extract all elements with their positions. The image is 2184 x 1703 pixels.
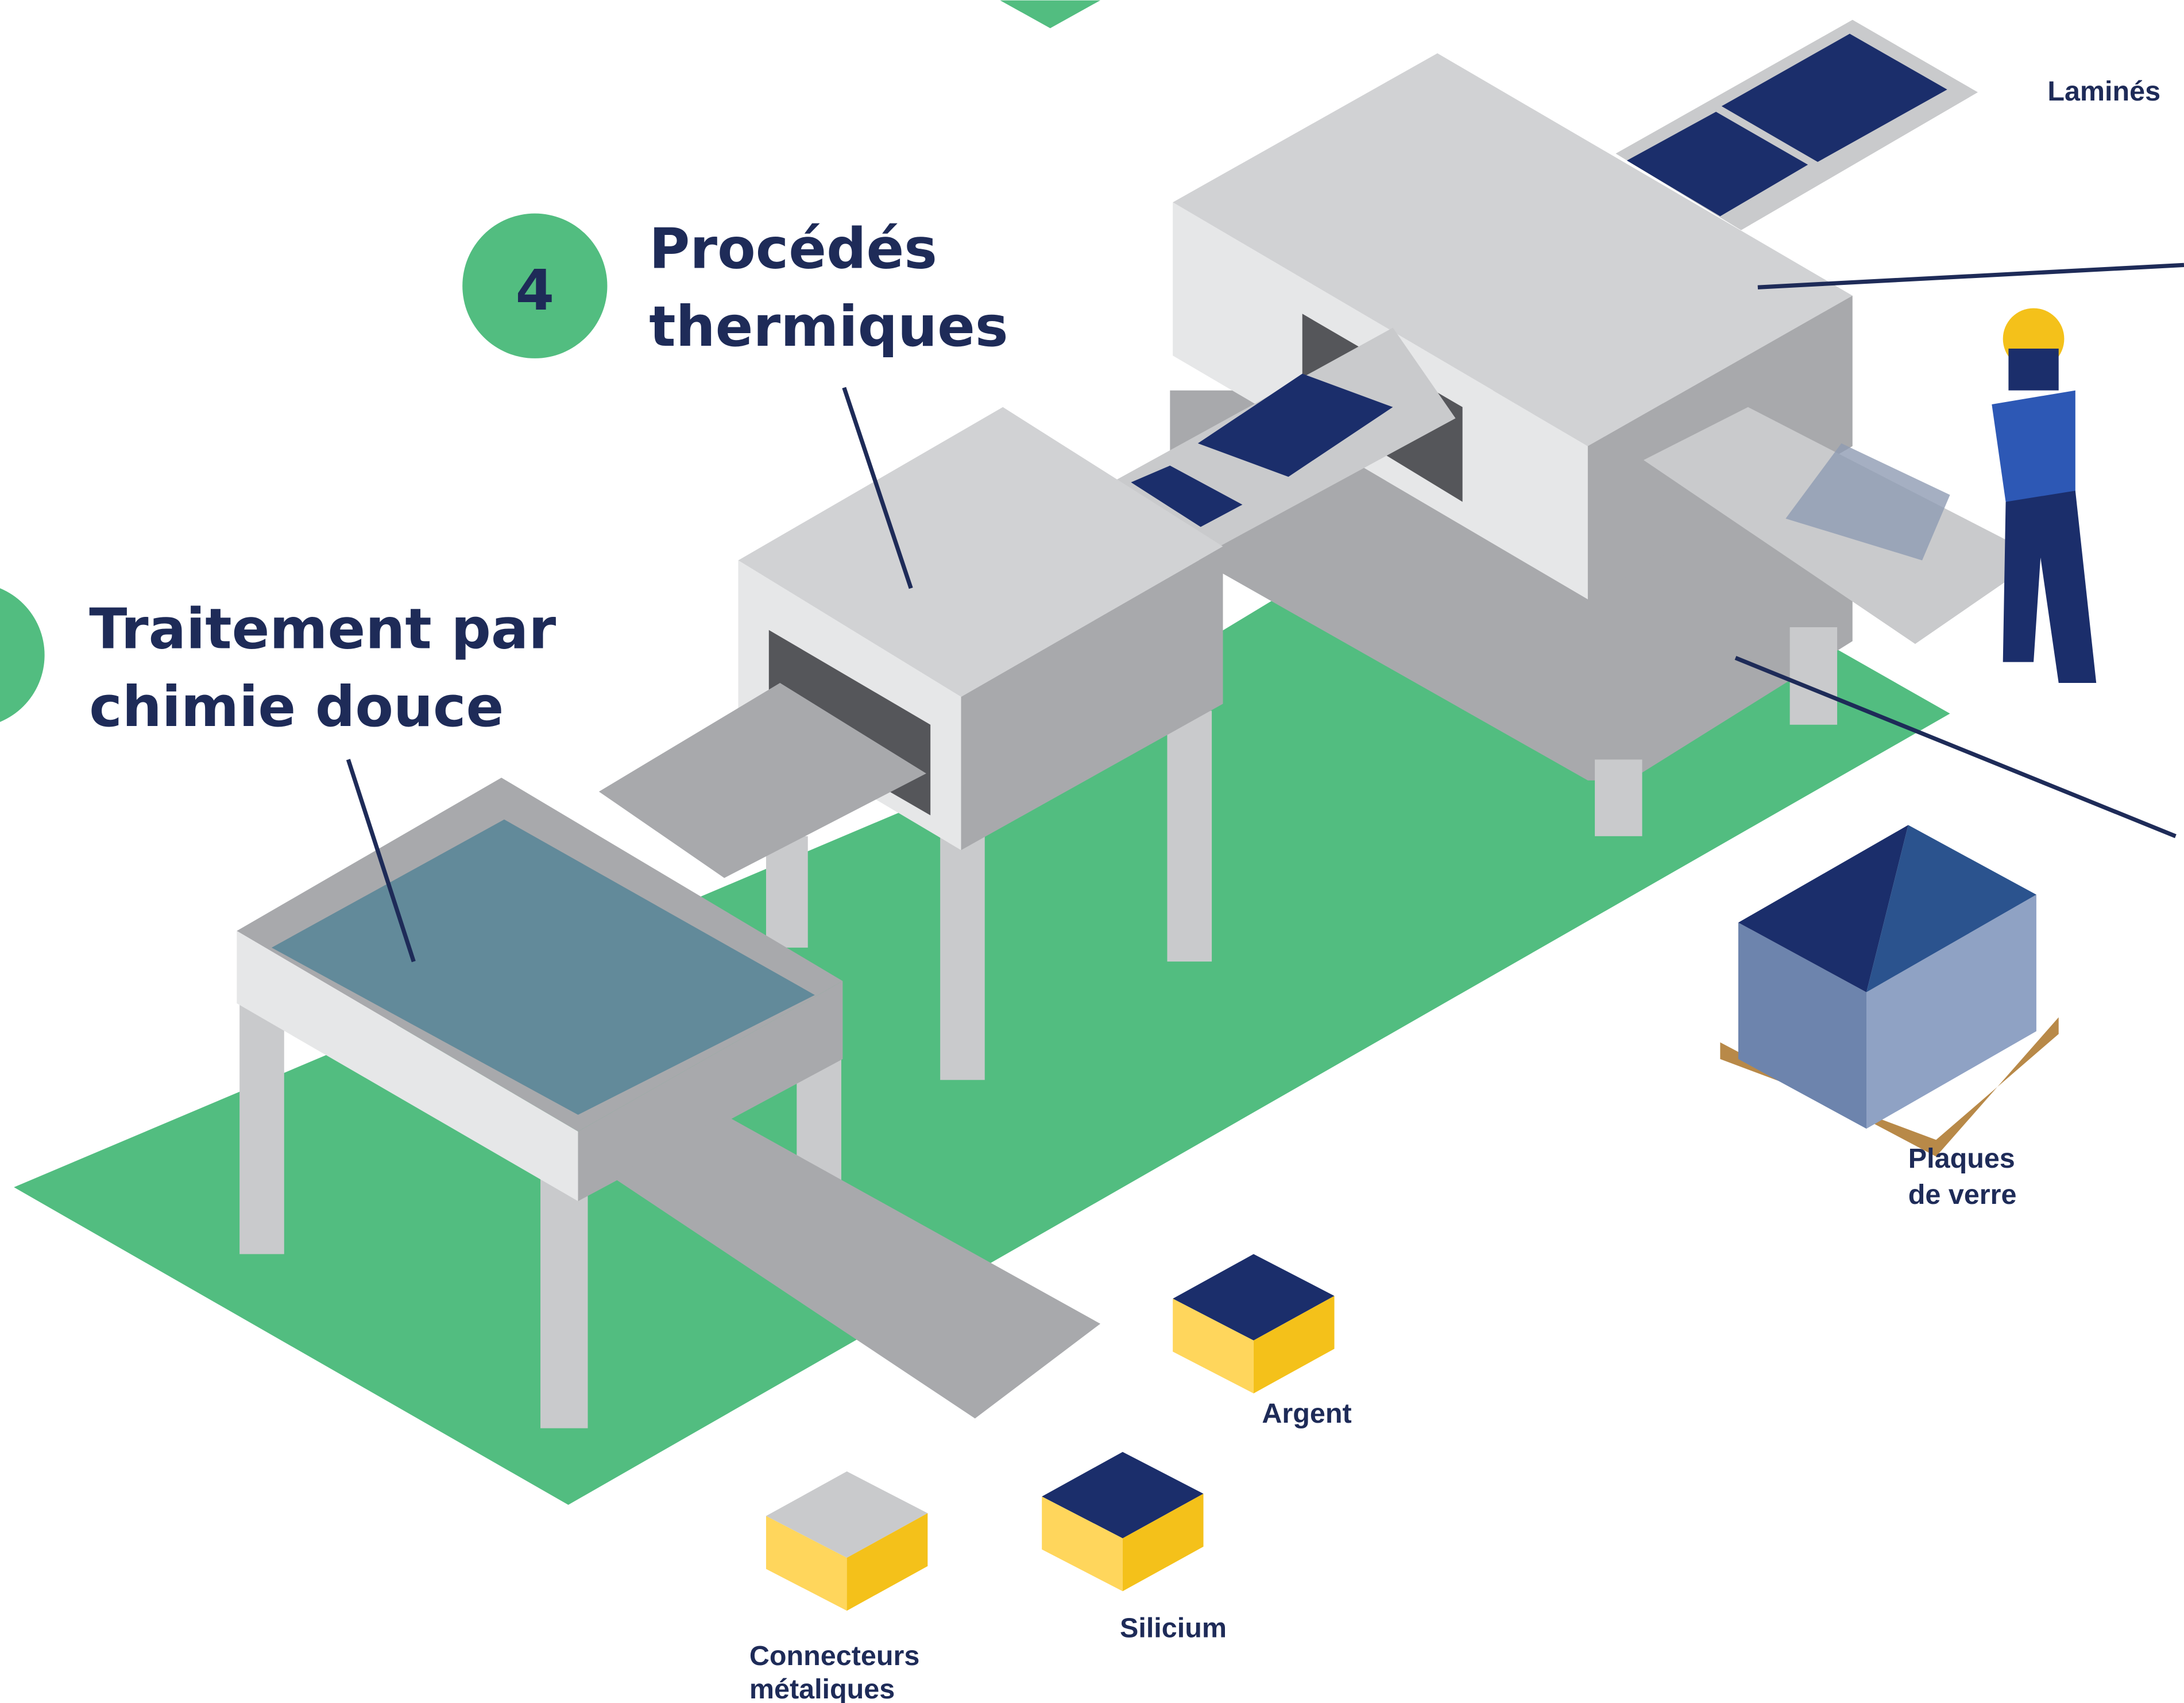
label: métaliques [749, 1674, 895, 1703]
leg [940, 822, 985, 1080]
stack-top-b [1866, 825, 2036, 993]
leg [239, 1003, 284, 1254]
leader-line [346, 759, 416, 963]
stack-side [1738, 922, 1867, 1129]
panel [1131, 465, 1243, 527]
pallet [1720, 1017, 2059, 1157]
label: Plaques [1908, 1143, 2015, 1174]
label: Laminés [2047, 76, 2160, 107]
label: Silicium [1120, 1612, 1227, 1643]
glass-stack [1720, 825, 2059, 1157]
step-circle [462, 213, 608, 358]
chemical-tank [237, 777, 1101, 1428]
step-number: 4 [516, 258, 555, 323]
oven-right [961, 546, 1223, 851]
conveyor-bottom [613, 1114, 1101, 1419]
step-circle-left [0, 588, 45, 722]
conveyor-out [598, 683, 926, 878]
bin-top [1042, 1451, 1204, 1539]
worker [1992, 308, 2097, 683]
label: de verre [1908, 1179, 2017, 1210]
bin-side [846, 1513, 928, 1611]
bin-front [1173, 1299, 1254, 1393]
oven-top [738, 407, 1223, 697]
bin-top [766, 1471, 928, 1558]
tank-liquid [271, 819, 815, 1115]
step-title: Traitement par [89, 596, 556, 661]
step-title: Procédés [649, 216, 937, 281]
leg [540, 1170, 588, 1428]
bin-side [1253, 1296, 1335, 1393]
leg [1167, 710, 1212, 962]
bin-front [1042, 1496, 1123, 1592]
glass-sheet [1785, 443, 1950, 561]
legs [2003, 491, 2097, 683]
bins [766, 1254, 1335, 1611]
step-title: thermiques [649, 294, 1008, 359]
tank-front [237, 930, 578, 1202]
panel [1626, 111, 1808, 217]
head [2008, 348, 2059, 391]
bin-front [766, 1516, 847, 1611]
thermal-oven [598, 327, 1456, 1080]
leg [1595, 759, 1642, 836]
stack-front [1866, 894, 2036, 1129]
leader-line [1757, 262, 2184, 289]
bin-side [1122, 1493, 1204, 1592]
bin-top [1173, 1254, 1335, 1341]
stack-top-a [1738, 825, 1908, 993]
leader-line [842, 387, 913, 589]
leader-line [1734, 655, 2177, 839]
tank-side [578, 981, 843, 1202]
floor-top [1000, 0, 1101, 29]
panel [1721, 33, 1947, 162]
panel [1197, 373, 1393, 477]
label: Argent [1262, 1398, 1351, 1429]
torso [1992, 390, 2075, 502]
machine-top [1173, 53, 1853, 446]
step-title: chimie douce [89, 674, 504, 739]
label: Connecteurs [749, 1640, 919, 1671]
leg [766, 836, 808, 948]
leg [1789, 627, 1838, 725]
